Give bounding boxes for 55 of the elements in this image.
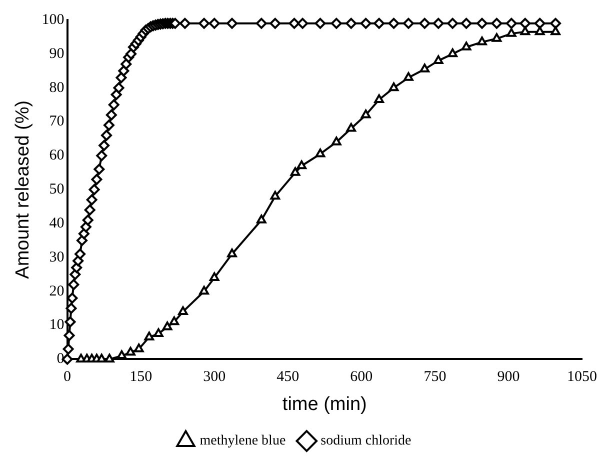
point	[154, 328, 164, 338]
x-tick-label: 900	[497, 369, 520, 386]
x-tick-label: 600	[350, 369, 373, 386]
point	[296, 160, 307, 170]
point	[550, 26, 560, 36]
point	[404, 72, 414, 81]
point	[126, 346, 136, 356]
x-tick-label: 150	[130, 369, 152, 386]
y-tick-label: 20	[49, 283, 64, 300]
point	[199, 286, 209, 295]
y-tick-label: 80	[49, 80, 64, 96]
legend-label: methylene blue	[200, 434, 286, 449]
point	[209, 272, 220, 282]
point	[256, 214, 266, 224]
point	[144, 332, 154, 340]
y-tick-label: 70	[49, 114, 64, 130]
y-tick-label: 90	[49, 46, 64, 62]
point	[332, 136, 342, 146]
point	[374, 94, 384, 103]
y-tick-label: 50	[49, 182, 64, 198]
x-tick-label: 300	[203, 369, 226, 386]
point	[506, 28, 516, 37]
x-tick-label: 1050	[567, 369, 597, 386]
x-axis-title: time (min)	[282, 394, 367, 415]
point	[178, 306, 188, 315]
y-tick-label: 100	[42, 12, 64, 28]
point	[315, 148, 326, 158]
point	[169, 316, 180, 326]
y-tick-label: 10	[49, 317, 64, 334]
point	[433, 55, 444, 64]
point	[477, 36, 487, 46]
y-tick-label: 60	[49, 148, 64, 164]
point	[134, 344, 144, 352]
legend-label: sodium chloride	[320, 434, 412, 449]
point	[104, 354, 114, 362]
x-tick-label: 750	[424, 369, 446, 386]
point	[227, 248, 237, 258]
point	[116, 350, 127, 360]
point	[346, 123, 356, 132]
point	[492, 33, 502, 42]
point	[534, 26, 545, 36]
y-tick-label: 30	[49, 249, 64, 266]
point	[520, 26, 530, 36]
point	[290, 167, 300, 176]
point	[420, 64, 430, 72]
y-axis-title: Amount released (%)	[12, 100, 34, 279]
point	[388, 82, 399, 92]
point	[461, 42, 472, 50]
point	[162, 321, 172, 330]
point	[360, 109, 371, 118]
point	[96, 354, 107, 362]
y-tick-label: 40	[49, 215, 64, 232]
point	[448, 48, 458, 58]
x-tick-label: 450	[276, 369, 300, 386]
point	[270, 190, 280, 200]
